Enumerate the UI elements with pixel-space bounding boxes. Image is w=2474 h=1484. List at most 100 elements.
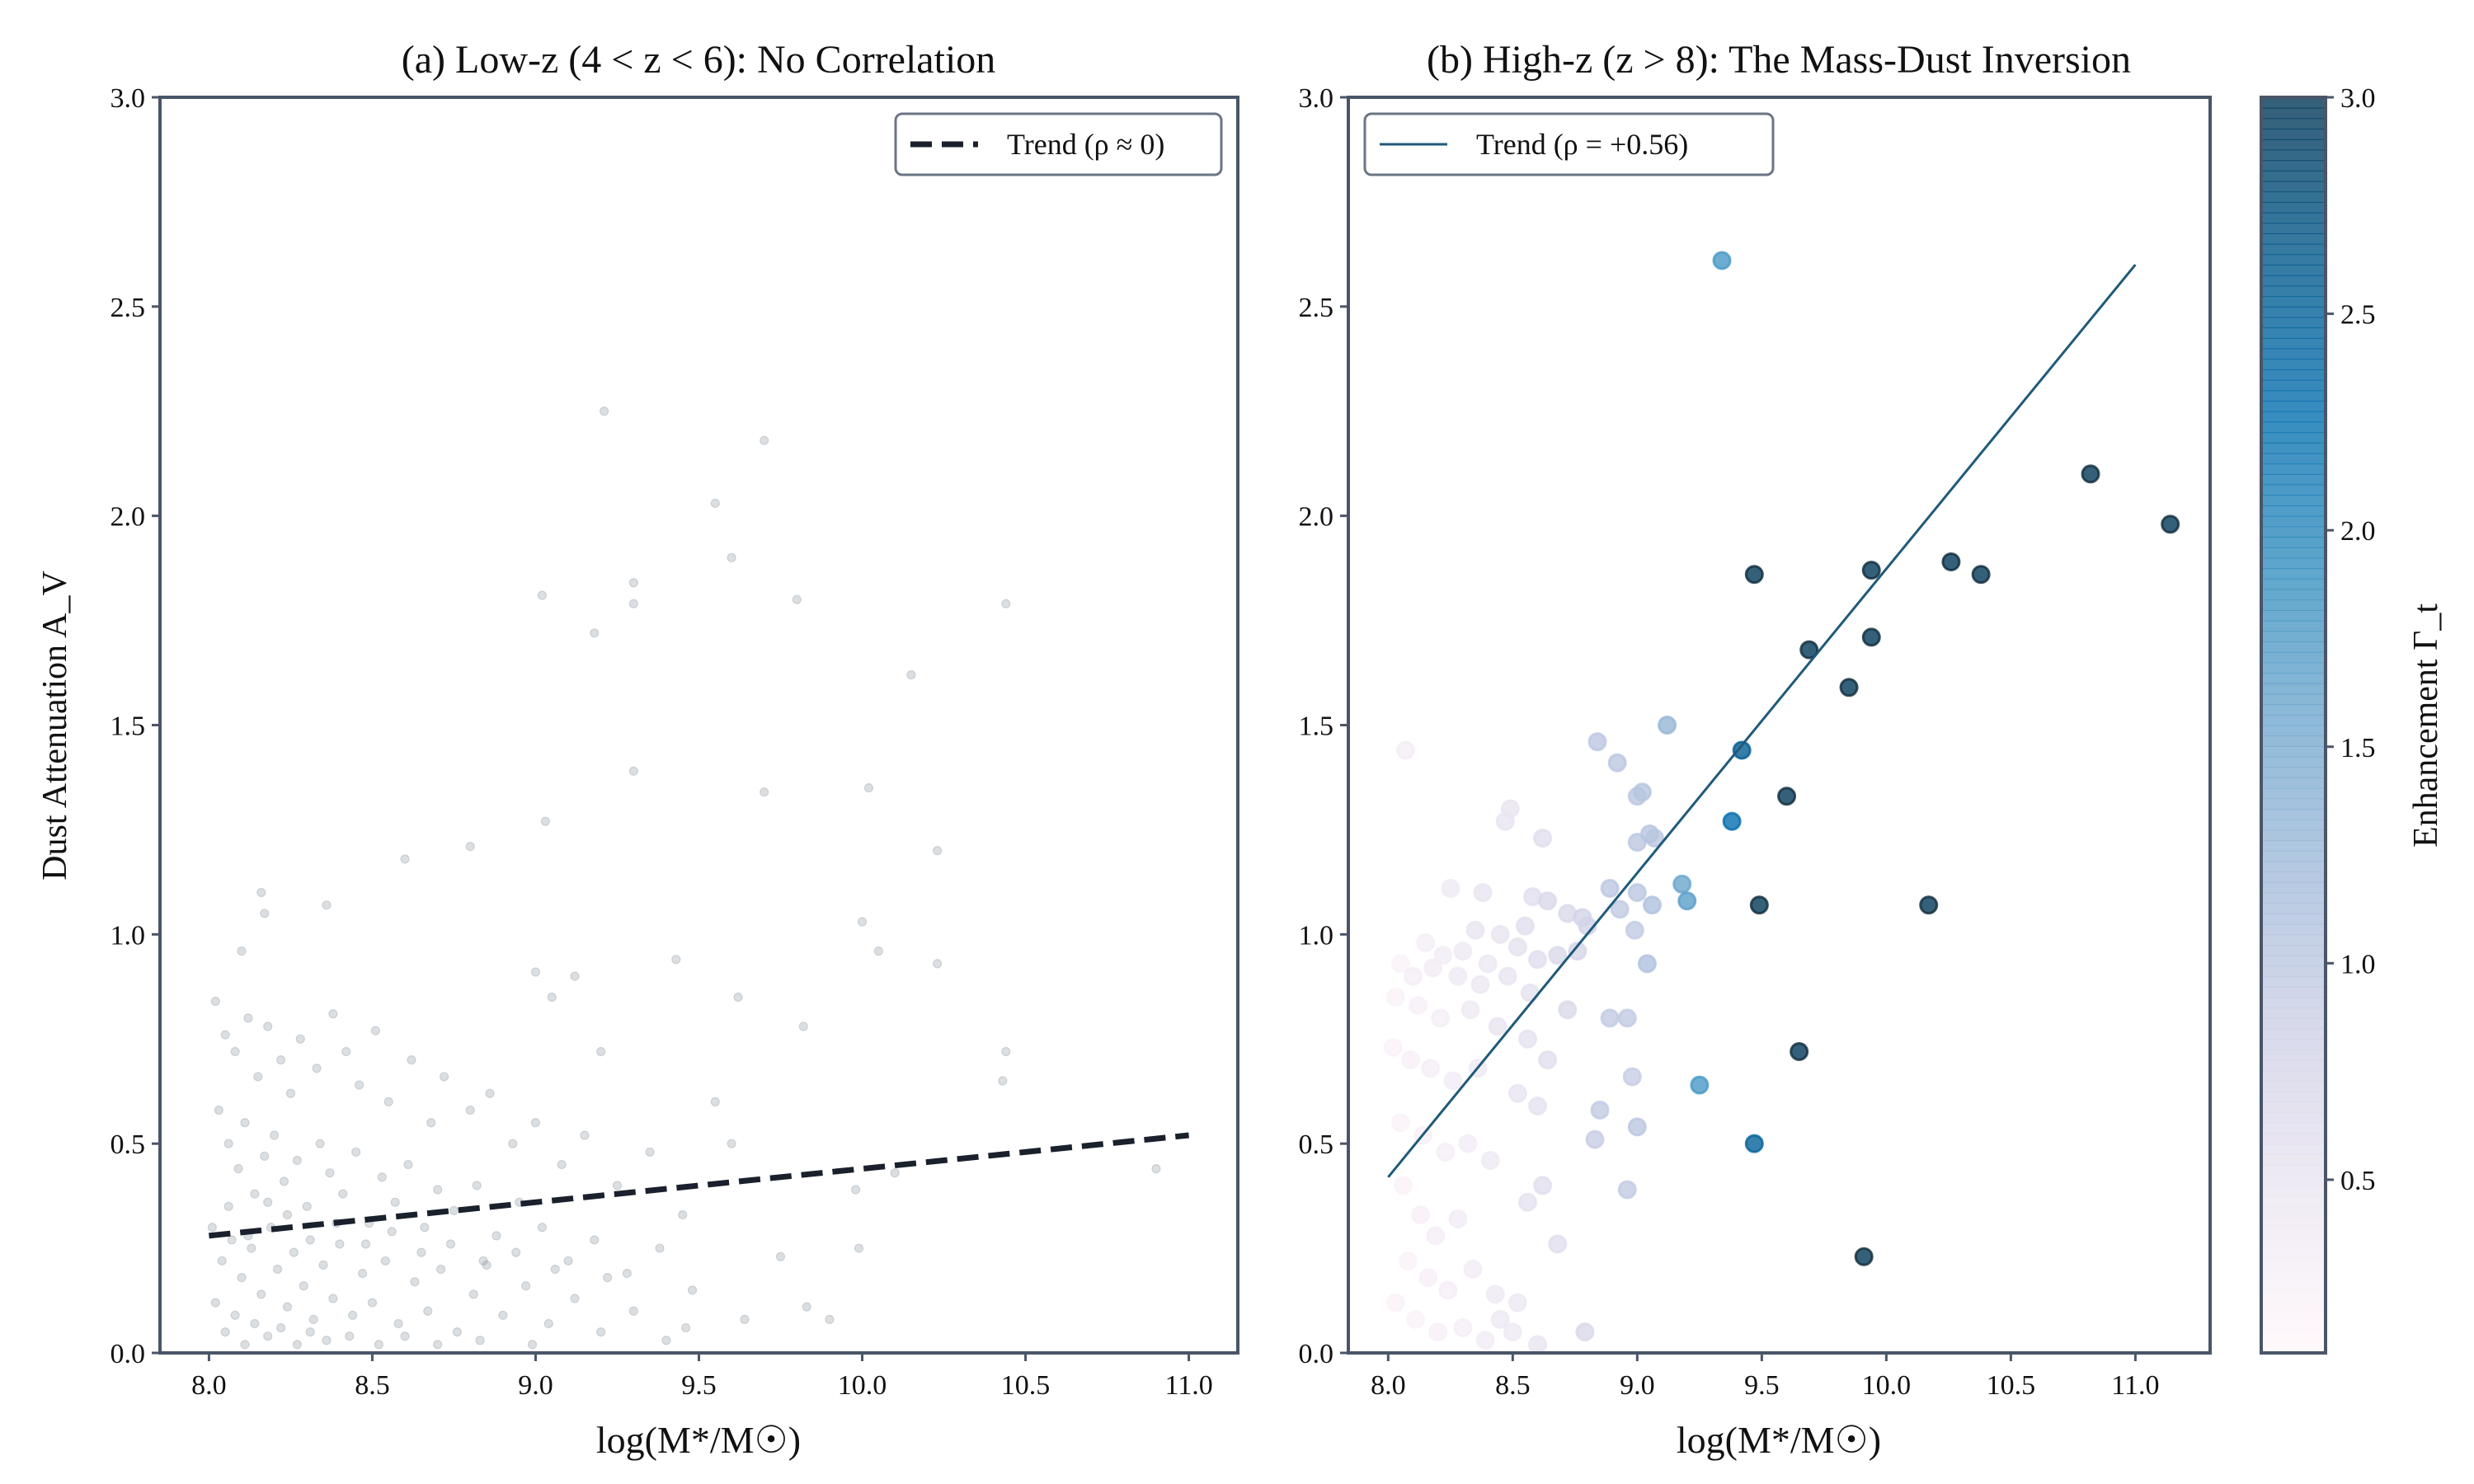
data-point: [1453, 942, 1473, 961]
data-point: [1607, 753, 1627, 773]
colorbar-segment: [2261, 212, 2326, 224]
trend-line: [1387, 264, 2137, 1178]
colorbar-segment: [2261, 955, 2326, 967]
data-point: [1409, 996, 1428, 1016]
colorbar-segment: [2261, 421, 2326, 434]
legend-label: Trend (ρ ≈ 0): [1007, 128, 1164, 161]
data-point: [1475, 1331, 1495, 1350]
data-point: [322, 900, 332, 910]
data-point: [227, 1235, 237, 1245]
data-point: [475, 1336, 485, 1345]
colorbar-segment: [2261, 599, 2326, 611]
colorbar-segment: [2261, 369, 2326, 381]
colorbar-segment: [2261, 892, 2326, 904]
data-point: [1690, 1075, 1710, 1095]
colorbar-segment: [2261, 976, 2326, 988]
data-point: [250, 1189, 260, 1199]
data-point: [220, 1327, 230, 1337]
data-point: [223, 1139, 233, 1148]
data-point: [338, 1189, 348, 1199]
y-tick-label: 3.0: [1299, 83, 1334, 114]
data-point: [825, 1314, 835, 1324]
colorbar-tick-label: 0.5: [2340, 1166, 2376, 1196]
colorbar-segment: [2261, 829, 2326, 842]
colorbar-segment: [2261, 139, 2326, 151]
data-point: [256, 887, 266, 898]
data-point: [400, 1331, 410, 1341]
colorbar-segment: [2261, 1237, 2326, 1250]
data-point: [360, 1239, 371, 1249]
data-point: [628, 599, 638, 608]
colorbar-segment: [2261, 1311, 2326, 1322]
data-point: [1448, 1209, 1468, 1229]
data-point: [312, 1064, 322, 1073]
data-point: [1639, 824, 1659, 843]
data-point: [727, 552, 736, 563]
data-point: [1617, 1008, 1637, 1028]
colorbar-segment: [2261, 442, 2326, 454]
data-point: [557, 1159, 567, 1170]
colorbar-segment: [2261, 809, 2326, 820]
colorbar-segment: [2261, 390, 2326, 402]
data-point: [873, 946, 883, 956]
colorbar-segment: [2261, 1280, 2326, 1291]
data-point: [482, 1260, 492, 1270]
data-point: [1590, 1101, 1610, 1120]
colorbar: Enhancement Γ_t 0.5 1.0 1.5 2.0 2.5 3.0: [2260, 83, 2445, 1355]
colorbar-segment: [2261, 537, 2326, 548]
data-point: [390, 1197, 400, 1207]
data-point: [387, 1227, 397, 1237]
data-point: [563, 1256, 573, 1266]
colorbar-segment: [2261, 1248, 2326, 1260]
data-point: [1433, 946, 1453, 965]
x-tick-label: 9.5: [1744, 1370, 1780, 1401]
colorbar-segment: [2261, 1059, 2326, 1072]
colorbar-segment: [2261, 337, 2326, 350]
data-point: [357, 1268, 368, 1279]
data-point: [1520, 983, 1540, 1003]
x-tick-label: 10.5: [1001, 1370, 1051, 1401]
data-point: [906, 669, 916, 680]
data-point: [383, 1097, 393, 1107]
colorbar-segment: [2261, 107, 2326, 120]
data-point: [1001, 599, 1011, 608]
data-point: [292, 1340, 302, 1350]
data-point: [217, 1256, 227, 1266]
data-point: [465, 1105, 475, 1115]
data-point: [1404, 966, 1423, 986]
data-point: [612, 1181, 623, 1190]
data-point: [678, 1209, 688, 1220]
data-point: [1423, 958, 1443, 978]
data-point: [468, 1289, 478, 1299]
data-point: [1790, 1041, 1809, 1061]
colorbar-segment: [2261, 620, 2326, 632]
data-point: [1587, 732, 1607, 752]
data-point: [439, 1072, 449, 1082]
data-point: [854, 1243, 864, 1253]
data-point: [540, 816, 550, 826]
data-point: [282, 1209, 293, 1220]
colorbar-segment: [2261, 714, 2326, 726]
data-point: [550, 1264, 560, 1275]
data-point: [1919, 895, 1939, 915]
data-point: [1151, 1164, 1161, 1174]
colorbar-segment: [2261, 965, 2326, 978]
data-point: [1401, 1050, 1421, 1070]
data-point: [1941, 552, 1961, 572]
panel-a-xlabel: log(M*/M☉): [596, 1419, 801, 1461]
y-tick-label: 2.0: [111, 502, 146, 533]
data-point: [270, 1130, 280, 1140]
data-point: [1507, 937, 1527, 957]
x-tick-label: 8.5: [1495, 1370, 1531, 1401]
data-point: [433, 1340, 443, 1350]
data-point: [1610, 899, 1630, 919]
data-point: [1490, 924, 1510, 944]
data-point: [1418, 1268, 1438, 1288]
colorbar-segment: [2261, 693, 2326, 706]
y-tick-label: 0.5: [1299, 1129, 1334, 1160]
colorbar-segment: [2261, 756, 2326, 768]
data-point: [1854, 1247, 1874, 1266]
data-point: [233, 1164, 243, 1174]
data-point: [1485, 1284, 1505, 1304]
colorbar-segment: [2261, 495, 2326, 506]
